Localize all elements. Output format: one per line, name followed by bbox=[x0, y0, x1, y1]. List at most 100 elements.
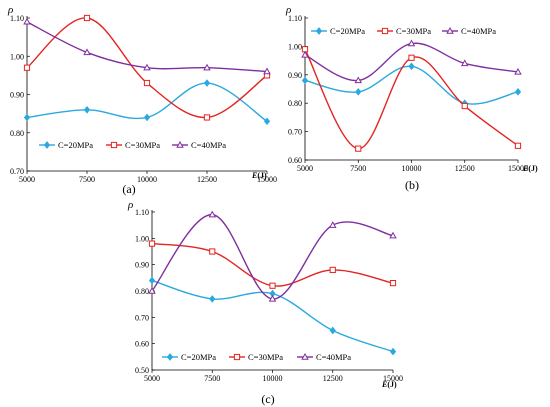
x-tick-label: 15000 bbox=[257, 175, 277, 184]
series-line-2 bbox=[151, 242, 394, 287]
chart-panel-1: 0.70 0.80 0.90 1.00 1.10 5000 7500 10000 12500 15… bbox=[7, 4, 277, 196]
data-point-series-1 bbox=[209, 295, 216, 303]
y-tick-label: 1.10 bbox=[10, 14, 24, 23]
data-point-series-2 bbox=[203, 114, 211, 121]
x-tick-label: 12500 bbox=[197, 175, 217, 184]
x-tick-label: 15000 bbox=[508, 164, 528, 173]
data-point-series-1 bbox=[389, 347, 397, 356]
data-point-series-1 bbox=[329, 326, 336, 335]
panel-caption: (c) bbox=[261, 392, 274, 406]
data-point-series-2 bbox=[23, 64, 31, 71]
y-tick-label: 0.80 bbox=[135, 287, 149, 296]
data-point-series-2 bbox=[389, 280, 397, 287]
x-axis-label-symbol: E bbox=[251, 171, 257, 180]
x-tick-label: 10000 bbox=[402, 164, 422, 173]
legend-marker bbox=[381, 27, 389, 35]
y-tick-label: 0.90 bbox=[10, 91, 24, 100]
x-tick-label: 10000 bbox=[137, 175, 157, 184]
data-point-series-3 bbox=[263, 67, 271, 75]
series-line-3 bbox=[304, 42, 519, 82]
data-point-series-2 bbox=[329, 266, 336, 274]
legend-label: C=20MPa bbox=[181, 352, 216, 362]
x-axis-label-unit: (J) bbox=[387, 380, 397, 389]
y-tick-label: 1.10 bbox=[288, 14, 302, 23]
data-point-series-2 bbox=[461, 102, 468, 110]
x-tick-label: 10000 bbox=[263, 374, 283, 383]
x-tick-label: 5000 bbox=[144, 374, 160, 383]
data-point-series-1 bbox=[203, 79, 211, 87]
legend-marker bbox=[301, 352, 309, 360]
legend-label: C=20MPa bbox=[58, 140, 93, 150]
data-point-series-2 bbox=[269, 282, 276, 289]
legend-label: C=40MPa bbox=[461, 26, 496, 36]
y-tick-label: 0.80 bbox=[288, 99, 302, 108]
y-axis-label: ρ bbox=[127, 199, 133, 211]
x-axis-label: E(J) bbox=[522, 164, 538, 173]
data-point-series-3 bbox=[23, 17, 31, 25]
data-point-series-3 bbox=[143, 63, 151, 71]
data-point-series-1 bbox=[355, 88, 362, 96]
data-point-series-1 bbox=[143, 113, 151, 122]
y-tick-label: 0.90 bbox=[135, 261, 149, 270]
chart-panel-2: 0.60 0.70 0.80 0.90 1.00 1.10 5000 7500 10000 125… bbox=[285, 4, 538, 192]
data-point-series-2 bbox=[83, 14, 91, 22]
y-tick-label: 0.70 bbox=[10, 167, 24, 176]
data-point-series-3 bbox=[460, 59, 469, 67]
legend-marker bbox=[315, 27, 323, 35]
panel-caption: (a) bbox=[122, 182, 135, 196]
data-point-series-1 bbox=[148, 276, 156, 285]
legend-label: C=30MPa bbox=[125, 140, 160, 150]
y-tick-label: 0.80 bbox=[10, 129, 24, 138]
data-point-series-2 bbox=[209, 248, 216, 255]
legend-marker bbox=[176, 140, 184, 148]
data-point-series-1 bbox=[301, 76, 309, 85]
series-line-1 bbox=[304, 65, 519, 105]
x-tick-label: 7500 bbox=[350, 164, 366, 173]
y-tick-label: 0.90 bbox=[288, 71, 302, 80]
data-point-series-3 bbox=[389, 231, 397, 239]
data-point-series-3 bbox=[354, 76, 363, 84]
data-point-series-1 bbox=[263, 117, 271, 126]
legend-label: C=20MPa bbox=[330, 26, 365, 36]
data-point-series-3 bbox=[148, 286, 156, 294]
data-point-series-2 bbox=[148, 240, 156, 247]
data-point-series-2 bbox=[355, 145, 362, 152]
data-point-series-1 bbox=[514, 88, 522, 96]
y-tick-label: 0.70 bbox=[288, 128, 302, 137]
data-point-series-2 bbox=[514, 142, 522, 149]
x-axis-label-symbol: E bbox=[381, 380, 387, 389]
y-tick-label: 0.60 bbox=[135, 340, 149, 349]
data-point-series-2 bbox=[143, 79, 151, 87]
legend-marker bbox=[43, 141, 51, 149]
legend-marker bbox=[446, 26, 454, 34]
y-tick-label: 0.70 bbox=[135, 313, 149, 322]
legend-label: C=40MPa bbox=[316, 352, 351, 362]
legend-label: C=40MPa bbox=[191, 140, 226, 150]
y-tick-label: 1.00 bbox=[10, 52, 24, 61]
legend-label: C=30MPa bbox=[248, 352, 283, 362]
x-tick-label: 15000 bbox=[383, 374, 403, 383]
x-tick-label: 12500 bbox=[455, 164, 475, 173]
data-point-series-3 bbox=[514, 67, 522, 75]
data-point-series-3 bbox=[268, 294, 277, 302]
x-tick-label: 5000 bbox=[19, 175, 35, 184]
x-tick-label: 5000 bbox=[297, 164, 313, 173]
legend-label: C=30MPa bbox=[396, 26, 431, 36]
data-point-series-1 bbox=[83, 105, 91, 114]
y-tick-label: 1.10 bbox=[135, 208, 149, 217]
data-point-series-1 bbox=[408, 62, 415, 71]
data-point-series-1 bbox=[23, 113, 31, 122]
y-tick-label: 0.60 bbox=[288, 156, 302, 165]
legend-marker bbox=[110, 141, 118, 149]
legend-marker bbox=[233, 353, 241, 361]
y-axis-label: ρ bbox=[7, 4, 13, 16]
y-tick-label: 1.00 bbox=[135, 234, 149, 243]
x-tick-label: 7500 bbox=[79, 175, 95, 184]
x-tick-label: 12500 bbox=[323, 374, 343, 383]
x-tick-label: 7500 bbox=[204, 374, 220, 383]
data-point-series-3 bbox=[328, 221, 337, 228]
data-point-series-3 bbox=[203, 63, 211, 71]
legend-marker bbox=[166, 353, 174, 361]
x-axis-label: E(J) bbox=[251, 171, 267, 180]
